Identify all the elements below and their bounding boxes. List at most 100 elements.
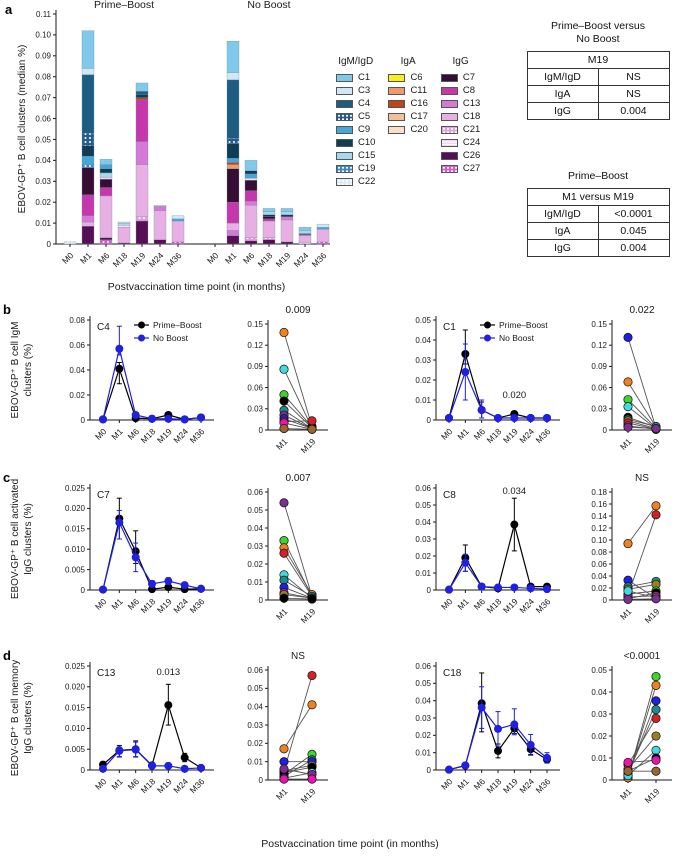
cluster-label: C4 [97, 322, 110, 333]
x-tick-label: M1 [274, 786, 290, 802]
y-tick-label: 0.02 [415, 552, 431, 561]
bar-segment-C8 [135, 99, 149, 142]
panel-c-y-axis-label: EBOV-GP⁺ B cell activated IgG clusters (… [10, 454, 36, 624]
y-tick-label: 0.06 [415, 662, 431, 671]
y-tick-label: 0.01 [415, 396, 431, 405]
paired-dot-m19 [651, 745, 661, 755]
cluster-label: C18 [443, 668, 462, 679]
bar-segment-C1 [298, 227, 312, 231]
bar-segment-C15 [280, 211, 294, 215]
y-tick-label: 0.02 [591, 584, 607, 593]
bar-segment-C15 [99, 172, 113, 178]
legend-item-C26: C26 [440, 149, 481, 162]
legend-item-label: C26 [462, 150, 481, 161]
y-tick-label: 0 [259, 426, 264, 435]
bar-segment-C18 [280, 219, 294, 243]
bar-segment-C7 [262, 216, 276, 220]
y-tick-label: 0.04 [591, 688, 607, 697]
cluster-label: C8 [443, 490, 456, 501]
y-tick-label: 0.03 [35, 177, 51, 186]
data-point [148, 761, 156, 770]
y-tick-label: 0.09 [591, 362, 607, 371]
legend-swatch-C26 [440, 151, 458, 160]
data-point [164, 577, 173, 586]
stats-row-label: IgA [526, 85, 599, 103]
y-tick-label: 0.02 [35, 198, 51, 207]
y-axis-label-line1: EBOV-GP⁺ B cell IgM [10, 321, 21, 419]
x-tick-label: M36 [165, 250, 184, 269]
x-tick-label: M18 [485, 596, 504, 615]
stats-title-line2: No Boost [576, 33, 620, 45]
bar-segment-C13 [244, 200, 258, 206]
data-point [445, 414, 453, 422]
panel-label-a: a [5, 2, 13, 17]
bar-segment-C19 [81, 164, 95, 168]
legend-swatch-C3 [336, 86, 353, 95]
bar-segment-C9 [171, 218, 185, 222]
legend-swatch-C21 [440, 125, 458, 134]
paired-dot-m19 [651, 501, 661, 511]
legend-item-label: C9 [358, 124, 371, 135]
y-tick-label: 0 [259, 596, 264, 605]
bar-segment-C3 [316, 223, 330, 228]
bar-segment-C26 [99, 237, 113, 240]
bar-segment-C1 [262, 208, 276, 212]
p-value-label: <0.0001 [624, 651, 661, 662]
data-point [99, 415, 107, 424]
bar-segment-C10 [99, 168, 113, 174]
y-tick-label: 0.03 [415, 714, 431, 723]
chart-b-c4-line: 0 0.02 0.04 0.06 0.08 M0 M1 M6 M18 M19 M24 M36 C4 Pri… [50, 304, 222, 467]
paired-dot-m19 [307, 774, 317, 784]
cluster-label: C7 [97, 490, 110, 501]
y-tick-label: 0.15 [247, 320, 263, 329]
x-tick-label: M36 [188, 596, 207, 615]
data-point [180, 415, 189, 424]
bar-segment-C8 [226, 202, 240, 224]
legend-column: IgA C6 C11 C16 C17 C20 [388, 56, 428, 188]
y-tick-label: 0.02 [69, 391, 85, 400]
y-tick-label: 0.07 [35, 93, 51, 102]
x-tick-label: M19 [501, 776, 520, 795]
y-axis-label-line1: EBOV-GP⁺ B cell memory [10, 659, 21, 777]
x-axis-title: Postvaccination time point (in months) [108, 281, 285, 293]
p-value-annotation: 0.034 [502, 486, 526, 497]
bar-segment-C26 [262, 239, 276, 245]
paired-dot-m1 [623, 594, 633, 604]
legend-item-C18: C18 [440, 110, 480, 123]
p-value-annotation: 0.020 [502, 390, 526, 401]
stats-header-cell: M1 versus M19 [526, 188, 670, 206]
y-tick-label: 0.01 [415, 569, 431, 578]
bar-segment-C1 [280, 208, 294, 212]
legend-item-label: C8 [462, 85, 476, 96]
legend-item-C9: C9 [336, 123, 375, 136]
legend-item-C27: C27 [440, 162, 480, 175]
paired-dot-m1 [279, 548, 289, 558]
p-value-label: NS [291, 651, 305, 662]
legend-item-label: C1 [358, 72, 371, 83]
legend-swatch-C4 [336, 99, 353, 108]
x-tick-label: M1 [223, 250, 239, 266]
data-point [494, 583, 502, 592]
chart-d-c13-line: 0 0.005 0.010 0.015 0.020 0.025 M0 M1 M6 M18 M19 M2… [50, 650, 222, 817]
data-point [510, 720, 519, 729]
bar-segment-C9 [244, 173, 258, 179]
bar-segment-C24 [117, 225, 131, 228]
data-point [543, 753, 551, 762]
bar-segment-C1 [99, 159, 113, 165]
stats-table-title: Prime–Boost versus No Boost [514, 20, 682, 46]
legend-item-label: C17 [410, 111, 428, 122]
panel-d-y-axis-label: EBOV-GP⁺ B cell memory IgG clusters (%) [10, 633, 36, 803]
x-tick-label: M19 [274, 250, 293, 269]
bar-segment-C18 [117, 227, 131, 244]
group-title: No Boost [247, 0, 290, 11]
data-point [180, 753, 189, 762]
x-tick-label: M18 [139, 596, 158, 615]
x-tick-label: M1 [618, 606, 634, 622]
bar-segment-C3 [117, 221, 131, 224]
stats-row-value: <0.0001 [597, 205, 670, 223]
stats-table-title: Prime–Boost [514, 170, 682, 183]
bar-segment-C13 [135, 141, 149, 165]
